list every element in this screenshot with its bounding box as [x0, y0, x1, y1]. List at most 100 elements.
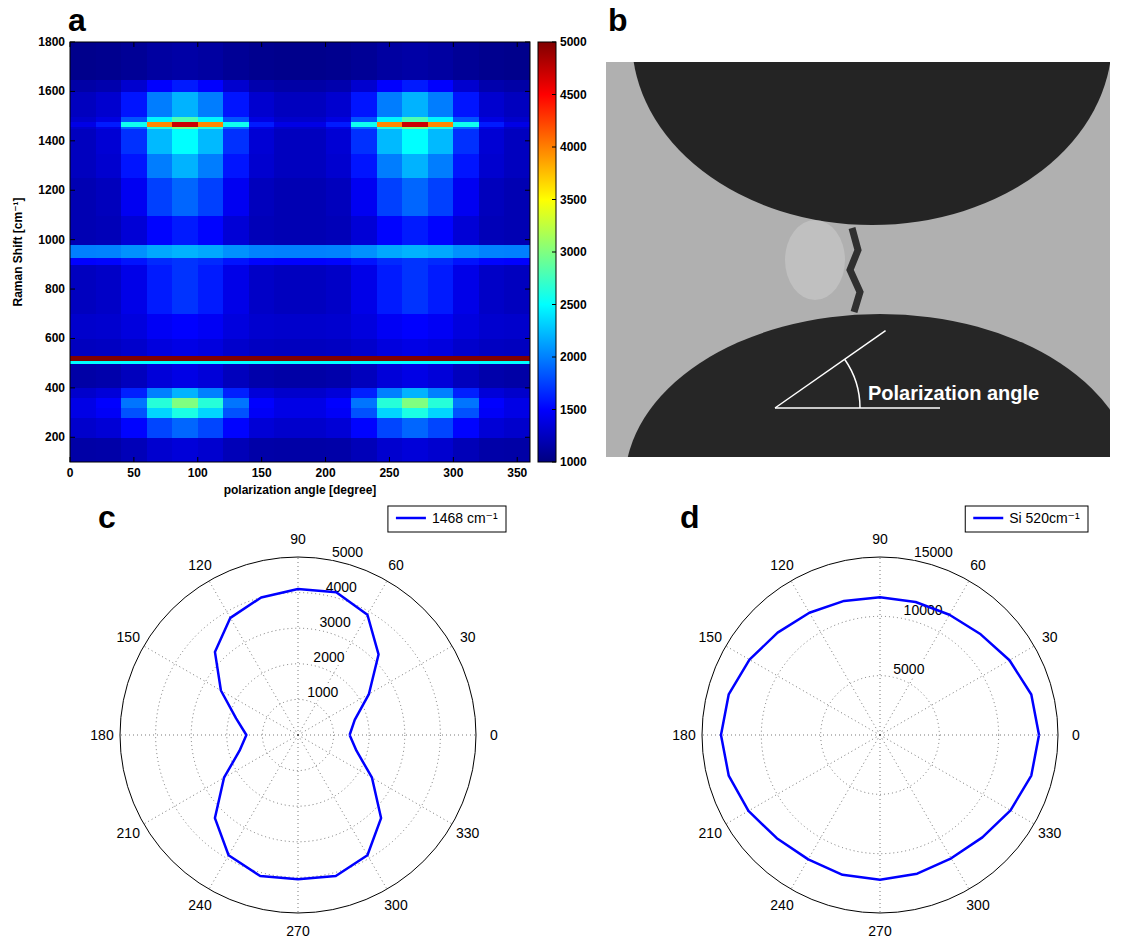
heat-cell [198, 116, 224, 122]
angle-tick-label: 0 [1072, 727, 1080, 743]
heat-cell [147, 363, 173, 388]
angle-grid [880, 735, 1058, 736]
heat-cell [121, 408, 147, 418]
colorbar-tick-label: 1500 [560, 403, 587, 417]
heat-cell [428, 153, 454, 178]
x-tick [261, 42, 262, 47]
heat-cell [428, 128, 454, 153]
heat-cell [326, 153, 352, 178]
legend-box [965, 506, 1088, 532]
heat-cell [453, 314, 479, 339]
heat-cell [198, 437, 224, 462]
angle-grid [298, 581, 387, 735]
heat-cell [453, 408, 479, 418]
heat-cell [504, 79, 530, 92]
heat-cell [300, 245, 326, 258]
heat-cell [300, 257, 326, 265]
x-tick-label: 0 [67, 466, 74, 480]
junction [850, 228, 860, 312]
heat-cell [223, 418, 249, 438]
heat-cell [223, 363, 249, 388]
heat-cell [274, 388, 300, 398]
heat-cell [223, 388, 249, 398]
heat-cell [198, 398, 224, 408]
legend-label: 1468 cm⁻¹ [432, 510, 498, 526]
heat-cell [274, 314, 300, 339]
angle-tick-label: 300 [384, 897, 408, 913]
heat-cell [249, 153, 275, 178]
radial-grid [702, 557, 1058, 913]
x-tick [261, 457, 262, 462]
heat-cell [479, 408, 505, 418]
heat-cell [121, 314, 147, 339]
heat-cell [326, 116, 352, 122]
angle-grid [880, 735, 881, 913]
radial-tick-label: 15000 [914, 544, 953, 560]
heat-cell [223, 153, 249, 178]
heat-cell [504, 153, 530, 178]
heat-cell [96, 153, 122, 178]
angle-tick-label: 330 [1038, 825, 1062, 841]
heat-cell [300, 128, 326, 153]
heat-cell [223, 215, 249, 245]
heat-cell [479, 363, 505, 388]
legend: Si 520cm⁻¹ [965, 506, 1088, 532]
angle-tick-label: 120 [770, 557, 794, 573]
heat-cell [428, 388, 454, 398]
heat-cell [453, 178, 479, 216]
y-tick [70, 338, 75, 339]
heat-cell [249, 116, 275, 122]
heat-cell [402, 398, 428, 408]
heat-cell [402, 388, 428, 398]
heat-cell [300, 388, 326, 398]
heat-cell [223, 408, 249, 418]
radial-tick-label: 3000 [320, 614, 351, 630]
y-tick [525, 190, 530, 191]
heat-cell [274, 121, 300, 127]
heat-cell [300, 178, 326, 216]
heat-cell [121, 116, 147, 122]
heat-cell [96, 356, 122, 362]
angle-grid [880, 735, 969, 889]
heat-cell [300, 215, 326, 245]
heat-cell [172, 363, 198, 388]
y-tick [525, 91, 530, 92]
heat-cell [351, 153, 377, 178]
angle-tick-label: 150 [699, 629, 723, 645]
colorbar [538, 42, 556, 462]
heat-cell [326, 91, 352, 116]
heat-cell [326, 398, 352, 408]
heat-cell [504, 245, 530, 258]
heat-cell [351, 91, 377, 116]
heat-cell [453, 257, 479, 265]
heat-cell [479, 264, 505, 314]
heat-cell [70, 363, 96, 388]
heat-cell [504, 398, 530, 408]
heat-cell [326, 388, 352, 398]
heat-cell [147, 42, 173, 80]
legend-box [388, 506, 506, 532]
heat-cell [96, 128, 122, 153]
heat-cell [172, 408, 198, 418]
label-patch [892, 661, 925, 677]
heat-cell [172, 215, 198, 245]
heat-cell [479, 178, 505, 216]
heat-cell [223, 264, 249, 314]
heat-cell [172, 121, 198, 127]
heat-cell [147, 79, 173, 92]
y-tick [70, 190, 75, 191]
heat-cell [274, 215, 300, 245]
angle-tick-label: 300 [966, 897, 990, 913]
heat-cell [70, 338, 96, 356]
heat-cell [300, 121, 326, 127]
angle-tick-label: 60 [388, 557, 404, 573]
label-patch [312, 649, 345, 665]
heat-cell [223, 116, 249, 122]
heat-cell [402, 418, 428, 438]
heat-cell [121, 215, 147, 245]
heat-cell [300, 356, 326, 362]
heat-cell [453, 79, 479, 92]
y-tick [525, 289, 530, 290]
heat-cell [70, 121, 96, 127]
heat-cell [453, 91, 479, 116]
